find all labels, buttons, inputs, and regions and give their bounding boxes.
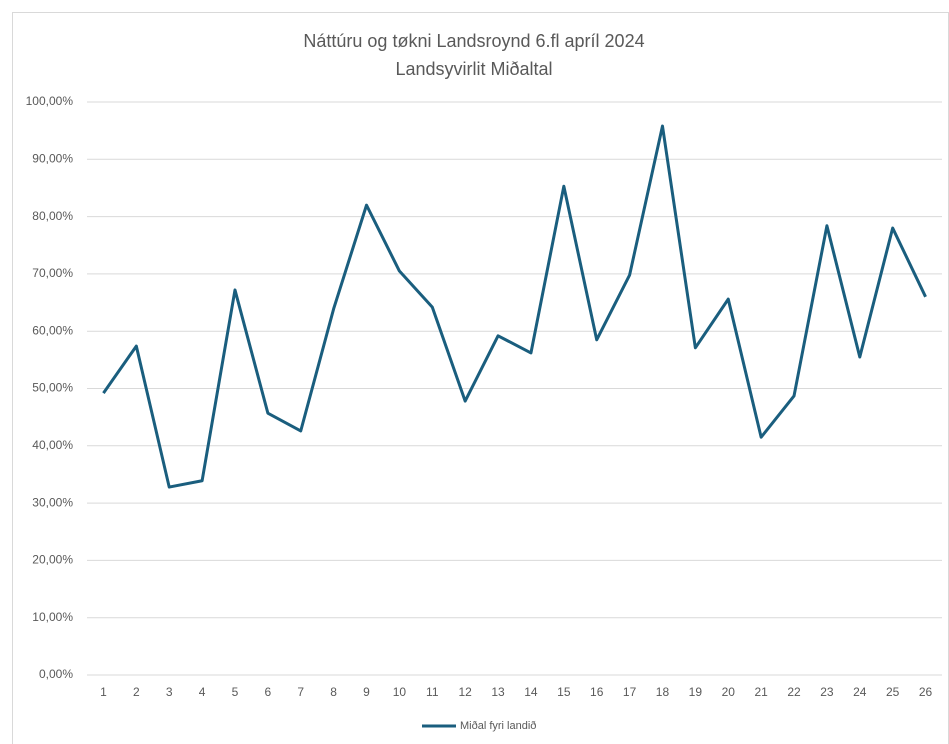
y-tick-label: 90,00% xyxy=(32,151,73,165)
x-tick-label: 4 xyxy=(199,685,206,699)
y-tick-label: 100,00% xyxy=(26,94,74,108)
x-tick-label: 23 xyxy=(820,685,834,699)
chart-subtitle: Landsyvirlit Miðaltal xyxy=(395,59,552,79)
x-tick-label: 7 xyxy=(297,685,304,699)
x-tick-label: 6 xyxy=(265,685,272,699)
x-tick-label: 10 xyxy=(393,685,407,699)
y-tick-label: 40,00% xyxy=(32,438,73,452)
x-tick-label: 20 xyxy=(722,685,736,699)
x-tick-label: 8 xyxy=(330,685,337,699)
y-tick-label: 20,00% xyxy=(32,553,73,567)
chart-frame xyxy=(12,12,949,744)
y-tick-label: 50,00% xyxy=(32,381,73,395)
x-tick-label: 17 xyxy=(623,685,637,699)
x-tick-label: 11 xyxy=(426,685,439,699)
x-tick-label: 5 xyxy=(232,685,239,699)
legend-label: Miðal fyri landið xyxy=(460,720,536,732)
x-tick-label: 26 xyxy=(919,685,933,699)
x-tick-label: 2 xyxy=(133,685,140,699)
y-tick-label: 70,00% xyxy=(32,266,73,280)
y-tick-label: 10,00% xyxy=(32,610,73,624)
x-tick-label: 12 xyxy=(458,685,472,699)
y-tick-label: 60,00% xyxy=(32,323,73,337)
x-tick-label: 18 xyxy=(656,685,670,699)
x-tick-label: 13 xyxy=(491,685,505,699)
chart-title: Náttúru og tøkni Landsroynd 6.fl apríl 2… xyxy=(303,31,644,51)
x-tick-label: 24 xyxy=(853,685,867,699)
x-tick-label: 15 xyxy=(557,685,571,699)
x-tick-label: 21 xyxy=(754,685,768,699)
x-tick-label: 3 xyxy=(166,685,173,699)
y-tick-label: 30,00% xyxy=(32,495,73,509)
x-tick-label: 9 xyxy=(363,685,370,699)
x-tick-label: 1 xyxy=(100,685,107,699)
y-tick-label: 0,00% xyxy=(39,667,73,681)
x-tick-label: 19 xyxy=(689,685,703,699)
data-line xyxy=(102,124,927,489)
x-tick-label: 22 xyxy=(787,685,801,699)
x-tick-label: 25 xyxy=(886,685,900,699)
y-tick-label: 80,00% xyxy=(32,209,73,223)
x-tick-label: 16 xyxy=(590,685,604,699)
x-tick-label: 14 xyxy=(524,685,538,699)
